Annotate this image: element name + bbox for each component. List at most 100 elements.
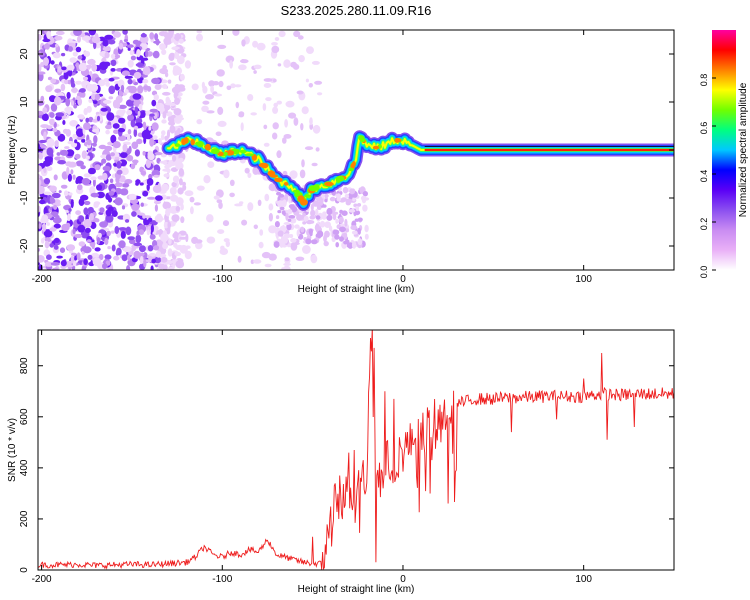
noise-speckle: [70, 254, 74, 264]
noise-speckle: [146, 178, 154, 186]
noise-speckle: [125, 219, 130, 223]
noise-speckle: [357, 238, 363, 246]
noise-speckle: [175, 244, 185, 251]
noise-speckle: [71, 87, 78, 93]
noise-speckle: [121, 70, 130, 76]
noise-speckle: [105, 124, 112, 130]
noise-speckle: [162, 91, 171, 96]
noise-speckle: [179, 73, 185, 81]
noise-speckle: [77, 35, 81, 43]
noise-speckle: [194, 239, 203, 244]
noise-speckle: [110, 134, 117, 144]
noise-speckle: [136, 138, 143, 145]
noise-speckle: [184, 60, 191, 69]
noise-speckle: [323, 241, 329, 247]
noise-speckle: [110, 53, 116, 60]
noise-speckle: [273, 102, 279, 108]
noise-speckle: [161, 183, 169, 192]
noise-speckle: [88, 116, 94, 123]
noise-speckle: [81, 35, 91, 42]
noise-speckle: [142, 121, 147, 129]
noise-speckle: [133, 71, 142, 79]
noise-speckle: [85, 155, 90, 160]
noise-speckle: [77, 114, 85, 119]
noise-speckle: [84, 227, 91, 234]
noise-speckle: [38, 185, 45, 195]
noise-speckle: [215, 131, 222, 137]
noise-speckle: [301, 106, 309, 115]
noise-speckle: [355, 205, 360, 212]
noise-speckle: [239, 201, 244, 205]
ridge-blob: [297, 195, 305, 203]
noise-speckle: [131, 141, 139, 150]
noise-speckle: [339, 236, 344, 242]
noise-speckle: [150, 224, 154, 233]
noise-speckle: [268, 225, 277, 234]
noise-speckle: [100, 107, 108, 112]
x-tick-label: -200: [32, 274, 52, 285]
ridge-blob: [239, 149, 247, 154]
ridge-blob: [258, 162, 269, 168]
noise-speckle: [278, 30, 286, 38]
noise-speckle: [38, 49, 46, 57]
noise-speckle: [311, 239, 318, 245]
noise-speckle: [38, 223, 42, 229]
noise-speckle: [102, 172, 108, 181]
noise-speckle: [350, 225, 358, 231]
noise-speckle: [195, 241, 203, 250]
noise-speckle: [193, 202, 201, 206]
noise-speckle: [102, 263, 108, 270]
noise-speckle: [53, 174, 58, 181]
spectrogram-plot-area: [38, 30, 674, 270]
noise-speckle: [77, 224, 86, 233]
snr-y-label: SNR (10 * v/v): [7, 418, 18, 482]
ridge-blob: [174, 143, 180, 147]
noise-speckle: [175, 260, 185, 269]
y-tick-label: 200: [19, 510, 30, 527]
noise-speckle: [292, 63, 300, 70]
noise-speckle: [286, 223, 292, 231]
noise-speckle: [45, 85, 53, 93]
noise-speckle: [96, 237, 101, 245]
noise-speckle: [49, 196, 54, 204]
x-tick-label: -200: [32, 574, 52, 585]
noise-speckle: [293, 117, 299, 126]
noise-speckle: [54, 140, 59, 148]
noise-speckle: [363, 206, 367, 211]
spectrogram-x-label: Height of straight line (km): [298, 284, 415, 295]
noise-speckle: [52, 267, 59, 270]
noise-speckle: [81, 178, 91, 185]
noise-speckle: [112, 123, 120, 129]
noise-speckle: [256, 42, 266, 51]
colorbar-tick-label: 0.8: [699, 74, 709, 87]
noise-speckle: [105, 214, 114, 223]
noise-speckle: [108, 77, 115, 82]
noise-speckle: [283, 222, 291, 225]
noise-speckle: [134, 149, 140, 157]
noise-speckle: [96, 191, 105, 199]
noise-speckle: [66, 64, 75, 71]
noise-speckle: [86, 139, 92, 146]
noise-speckle: [73, 30, 82, 36]
noise-speckle: [147, 152, 155, 161]
noise-speckle: [105, 81, 110, 87]
noise-speckle: [222, 220, 230, 227]
noise-speckle: [66, 91, 71, 99]
noise-speckle: [283, 265, 291, 270]
noise-speckle: [43, 131, 47, 141]
noise-speckle: [70, 199, 74, 209]
noise-speckle: [321, 192, 325, 199]
noise-speckle: [271, 45, 280, 54]
noise-speckle: [305, 78, 309, 83]
noise-speckle: [282, 236, 288, 244]
noise-speckle: [46, 125, 53, 130]
noise-speckle: [72, 174, 76, 180]
noise-speckle: [314, 80, 323, 85]
noise-speckle: [53, 223, 61, 229]
noise-speckle: [212, 81, 220, 86]
noise-speckle: [94, 247, 101, 252]
noise-speckle: [235, 101, 240, 109]
noise-speckle: [60, 265, 67, 269]
noise-speckle: [82, 76, 89, 81]
noise-speckle: [131, 211, 137, 217]
